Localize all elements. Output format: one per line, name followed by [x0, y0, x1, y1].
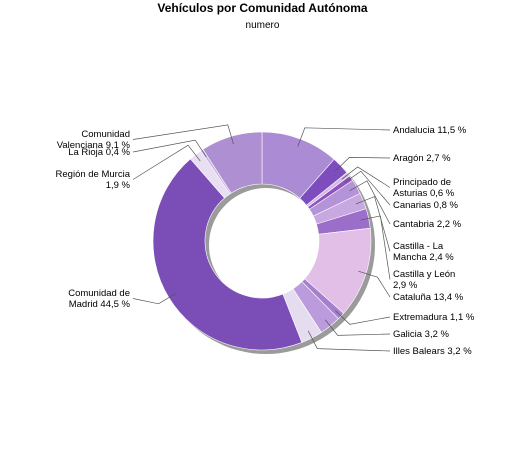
label-region-de-murcia: Región de Murcia 1,9 %: [56, 169, 131, 191]
leader-illes-balears: [307, 330, 391, 352]
label-comunidad-valenciana: Comunidad Valenciana 9,1 %: [57, 129, 131, 151]
label-la-rioja: La Rioja 0,4 %: [68, 147, 130, 158]
slice-comunidad-valenciana: [202, 131, 263, 194]
label-comunidad-de-madrid: Comunidad de Madrid 44,5 %: [68, 288, 130, 310]
leader-comunidad-de-madrid: [132, 293, 176, 305]
label-aragon: Aragón 2,7 %: [393, 153, 451, 164]
donut-slices: [152, 131, 372, 351]
leader-cantabria: [349, 180, 391, 225]
label-cantabria: Cantabria 2,2 %: [393, 219, 462, 230]
label-cataluna: Cataluña 13,4 %: [393, 292, 464, 303]
label-castilla-la-mancha: Castilla - La Mancha 2,4 %: [393, 241, 454, 263]
chart-subtitle: numero: [245, 20, 280, 31]
label-galicia: Galicia 3,2 %: [393, 329, 450, 340]
leader-aragon: [334, 157, 391, 172]
leader-region-de-murcia: [132, 144, 201, 180]
leader-extremadura: [335, 310, 391, 325]
leader-andalucia: [297, 127, 391, 147]
leader-principado-de-asturias: [341, 166, 391, 188]
slice-comunidad-de-madrid: [152, 158, 303, 351]
leader-la-rioja: [132, 139, 207, 157]
label-principado-de-asturias: Principado de Asturias 0,6 %: [393, 177, 455, 199]
leader-lines: [132, 124, 391, 352]
label-extremadura: Extremadura 1,1 %: [393, 312, 475, 323]
slice-labels: Andalucia 11,5 % Aragón 2,7 % Principado d…: [56, 125, 475, 357]
leader-castilla-la-mancha: [355, 196, 391, 252]
leader-cataluna: [358, 270, 391, 298]
label-canarias: Canarias 0,8 %: [393, 200, 459, 211]
leader-castilla-y-leon: [360, 215, 391, 280]
leader-galicia: [324, 319, 391, 336]
leader-canarias: [344, 170, 391, 206]
label-andalucia: Andalucia 11,5 %: [393, 125, 467, 136]
chart-title: Vehículos por Comunidad Autónoma: [157, 1, 368, 15]
label-castilla-y-leon: Castilla y León 2,9 %: [393, 269, 455, 291]
leader-comunidad-valenciana: [132, 124, 234, 145]
label-illes-balears: Illes Balears 3,2 %: [393, 346, 472, 357]
